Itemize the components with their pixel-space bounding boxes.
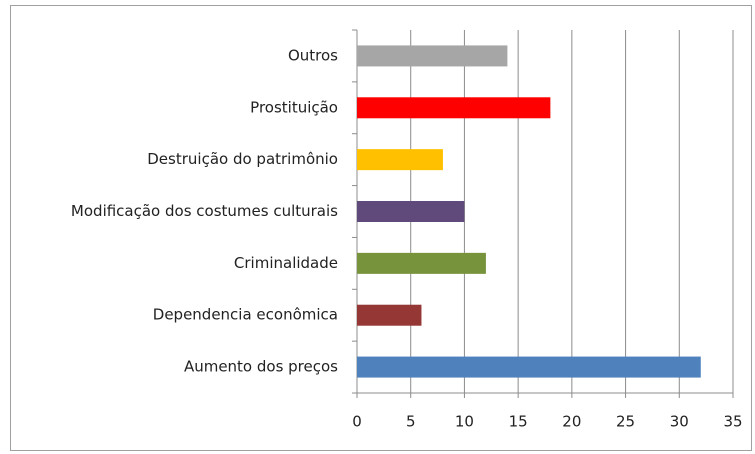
bar: [357, 201, 465, 222]
y-tick-label: Modificação dos costumes culturais: [71, 202, 338, 220]
x-tick-label: 10: [455, 413, 474, 431]
x-tick-label: 15: [509, 413, 528, 431]
x-tick-label: 5: [406, 413, 416, 431]
x-tick-label: 0: [352, 413, 362, 431]
x-tick-label: 20: [562, 413, 581, 431]
y-tick-label: Destruição do patrimônio: [147, 150, 338, 168]
bar: [357, 149, 443, 171]
bar: [357, 356, 701, 378]
bar: [357, 252, 486, 274]
y-tick-label: Prostituição: [250, 98, 338, 116]
bar: [357, 304, 422, 326]
x-tick-label: 35: [723, 413, 742, 431]
x-tick-label: 25: [616, 413, 635, 431]
y-tick-label: Aumento dos preços: [184, 358, 338, 376]
x-tick-label: 30: [670, 413, 689, 431]
y-tick-label: Criminalidade: [234, 254, 338, 272]
chart-frame: [10, 5, 752, 451]
bar: [357, 97, 551, 119]
bar: [357, 45, 508, 67]
y-tick-label: Dependencia econômica: [153, 306, 338, 324]
y-tick-label: Outros: [288, 46, 338, 64]
